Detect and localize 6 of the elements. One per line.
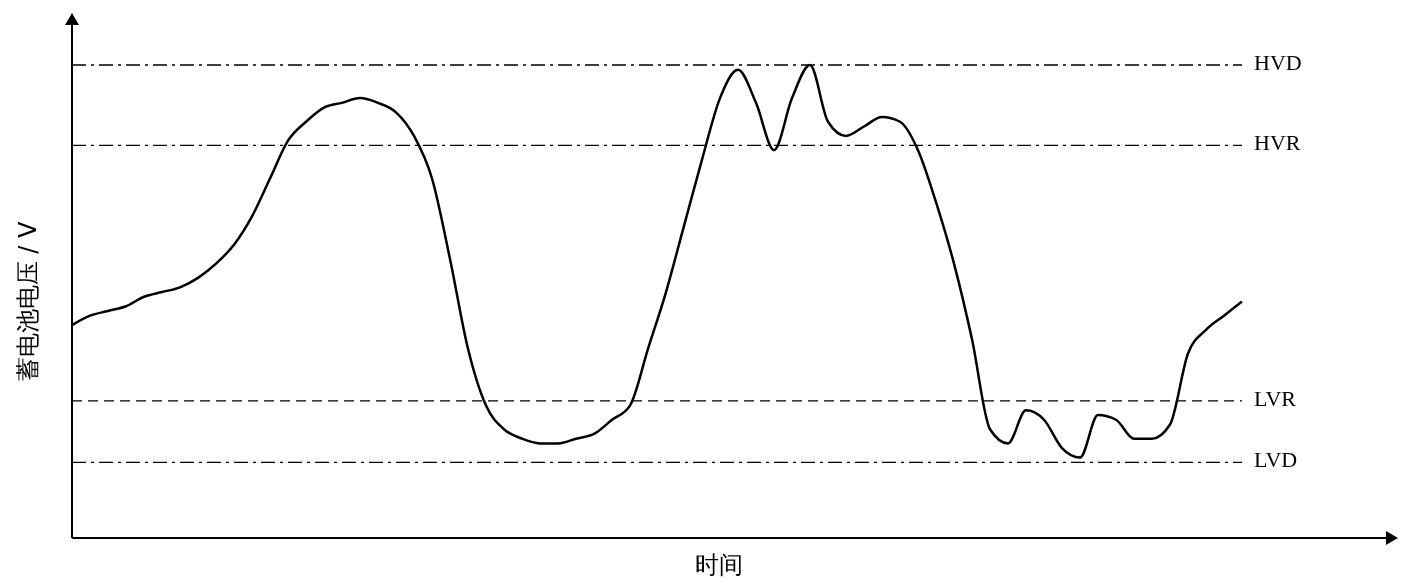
ref-line-label: LVR (1254, 385, 1297, 411)
ref-line-label: HVD (1254, 50, 1302, 76)
ref-line-label: LVD (1254, 447, 1298, 473)
x-axis-title: 时间 (695, 551, 743, 579)
ref-line-label: HVR (1254, 130, 1301, 156)
y-axis-title: 蓄电池电压 / V (14, 221, 42, 382)
